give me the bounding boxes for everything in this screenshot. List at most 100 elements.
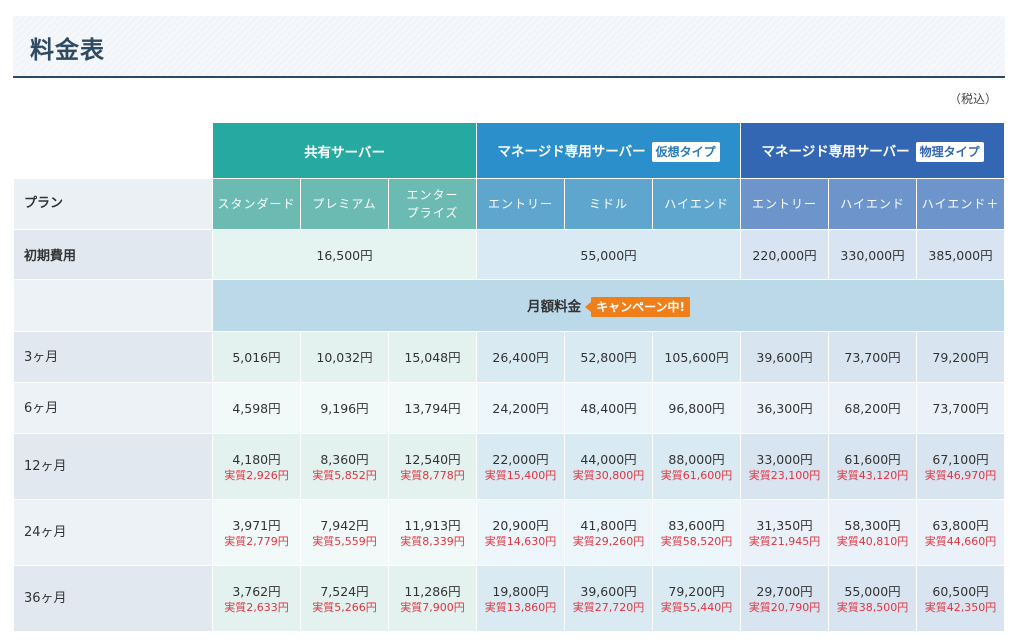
effective-price: 実質44,660円 <box>924 534 997 548</box>
monthly-fee-header: 月額料金 キャンペーン中! <box>211 279 1006 332</box>
monthly-fee-header-row: 月額料金 キャンペーン中! <box>13 279 1006 332</box>
price-cell: 24,200円 <box>476 382 566 434</box>
page-title: 料金表 <box>30 36 105 64</box>
effective-price: 実質27,720円 <box>572 600 645 614</box>
plan-row: プラン スタンダード プレミアム エンター プライズ エントリー ミドル ハイエ… <box>13 178 1006 230</box>
price-cell: 44,000円 実質30,800円 <box>564 433 654 500</box>
price-cell: 385,000円 <box>916 229 1006 280</box>
effective-price: 実質23,100円 <box>748 468 821 482</box>
campaign-badge: キャンペーン中! <box>585 296 690 317</box>
price-cell: 4,180円 実質2,926円 <box>212 433 301 500</box>
monthly-price: 105,600円 <box>664 349 729 365</box>
price-cell: 33,000円 実質23,100円 <box>740 433 830 500</box>
monthly-price: 79,200円 <box>668 583 725 599</box>
plan-cell: スタンダード <box>212 178 301 230</box>
monthly-price: 79,200円 <box>932 349 989 365</box>
monthly-price: 22,000円 <box>492 451 549 467</box>
monthly-price: 24,200円 <box>492 400 549 416</box>
tax-note: （税込） <box>948 92 997 106</box>
monthly-price: 61,600円 <box>844 451 901 467</box>
plan-cell: ハイエンド <box>828 178 918 230</box>
term-label: 36ヶ月 <box>13 565 213 632</box>
price-cell: 3,762円 実質2,633円 <box>212 565 301 632</box>
effective-price: 実質15,400円 <box>484 468 557 482</box>
term-label: 12ヶ月 <box>13 433 213 500</box>
price-cell: 48,400円 <box>564 382 654 434</box>
price-cell: 73,700円 <box>916 382 1006 434</box>
price-row: 6ヶ月 4,598円 9,196円 13,794円 24,200円 48,400円 96,8… <box>13 382 1006 434</box>
effective-price: 実質8,339円 <box>400 534 465 548</box>
price-cell: 36,300円 <box>740 382 830 434</box>
server-group-row: 共有サーバー マネージド専用サーバー 仮想タイプ マネージド専用サーバー 物理タイプ <box>13 122 1006 179</box>
monthly-price: 3,971円 <box>232 517 281 533</box>
price-cell: 41,800円 実質29,260円 <box>564 499 654 566</box>
effective-price: 実質2,779円 <box>224 534 289 548</box>
term-label: 24ヶ月 <box>13 499 213 566</box>
price-cell: 61,600円 実質43,120円 <box>828 433 918 500</box>
price-cell: 7,942円 実質5,559円 <box>300 499 389 566</box>
row-label: 初期費用 <box>13 229 213 280</box>
effective-price: 実質8,778円 <box>400 468 465 482</box>
monthly-price: 11,913円 <box>404 517 461 533</box>
monthly-price: 67,100円 <box>932 451 989 467</box>
monthly-price: 4,180円 <box>232 451 281 467</box>
price-row: 12ヶ月 4,180円 実質2,926円 8,360円 実質5,852円 12,540円実… <box>13 433 1006 500</box>
initial-fee-row: 初期費用 16,500円 55,000円 220,000円 330,000円 3… <box>13 229 1006 280</box>
price-cell: 15,048円 <box>387 331 478 383</box>
price-cell: 7,524円 実質5,266円 <box>300 565 389 632</box>
effective-price: 実質5,852円 <box>312 468 377 482</box>
monthly-price: 96,800円 <box>668 400 725 416</box>
effective-price: 実質5,559円 <box>312 534 377 548</box>
price-cell: 16,500円 <box>211 229 478 280</box>
monthly-price: 39,600円 <box>580 583 637 599</box>
price-row: 36ヶ月 3,762円 実質2,633円 7,524円 実質5,266円 11,286円実… <box>13 565 1006 632</box>
price-cell: 11,913円 実質8,339円 <box>387 499 478 566</box>
price-cell: 10,032円 <box>300 331 389 383</box>
monthly-price: 58,300円 <box>844 517 901 533</box>
effective-price: 実質58,520円 <box>660 534 733 548</box>
effective-price: 実質55,440円 <box>660 600 733 614</box>
price-cell: 55,000円 <box>476 229 742 280</box>
price-cell: 9,196円 <box>300 382 389 434</box>
effective-price: 実質38,500円 <box>836 600 909 614</box>
plan-cell: エントリー <box>740 178 830 230</box>
monthly-price: 60,500円 <box>932 583 989 599</box>
monthly-price: 73,700円 <box>932 400 989 416</box>
group-header-managed-physical: マネージド専用サーバー 物理タイプ <box>740 122 1006 179</box>
group-label: 共有サーバー <box>304 144 385 161</box>
monthly-price: 10,032円 <box>316 349 373 365</box>
monthly-fee-label: 月額料金 <box>527 298 582 315</box>
plan-cell: プレミアム <box>300 178 389 230</box>
price-cell: 12,540円 実質8,778円 <box>387 433 478 500</box>
price-cell: 11,286円 実質7,900円 <box>387 565 478 632</box>
price-cell: 5,016円 <box>212 331 301 383</box>
page-header: 料金表 <box>13 16 1005 78</box>
price-cell: 20,900円 実質14,630円 <box>476 499 566 566</box>
effective-price: 実質5,266円 <box>312 600 377 614</box>
price-cell: 8,360円 実質5,852円 <box>300 433 389 500</box>
price-cell: 330,000円 <box>828 229 918 280</box>
monthly-price: 52,800円 <box>580 349 637 365</box>
price-cell: 31,350円 実質21,945円 <box>740 499 830 566</box>
effective-price: 実質7,900円 <box>400 600 465 614</box>
type-badge: 仮想タイプ <box>651 141 720 162</box>
monthly-price: 4,598円 <box>232 400 281 416</box>
type-badge: 物理タイプ <box>915 141 984 162</box>
price-cell: 67,100円 実質46,970円 <box>916 433 1006 500</box>
price-cell: 3,971円 実質2,779円 <box>212 499 301 566</box>
price-row: 24ヶ月 3,971円 実質2,779円 7,942円 実質5,559円 11,913円実… <box>13 499 1006 566</box>
monthly-price: 44,000円 <box>580 451 637 467</box>
effective-price: 実質21,945円 <box>748 534 821 548</box>
price-cell: 63,800円 実質44,660円 <box>916 499 1006 566</box>
effective-price: 実質14,630円 <box>484 534 557 548</box>
monthly-price: 83,600円 <box>668 517 725 533</box>
monthly-price: 31,350円 <box>756 517 813 533</box>
price-cell: 39,600円 <box>740 331 830 383</box>
price-cell: 13,794円 <box>387 382 478 434</box>
row-label: プラン <box>13 178 213 230</box>
price-cell: 29,700円 実質20,790円 <box>740 565 830 632</box>
monthly-price: 29,700円 <box>756 583 813 599</box>
effective-price: 実質40,810円 <box>836 534 909 548</box>
effective-price: 実質20,790円 <box>748 600 821 614</box>
plan-cell: エンター プライズ <box>387 178 478 230</box>
